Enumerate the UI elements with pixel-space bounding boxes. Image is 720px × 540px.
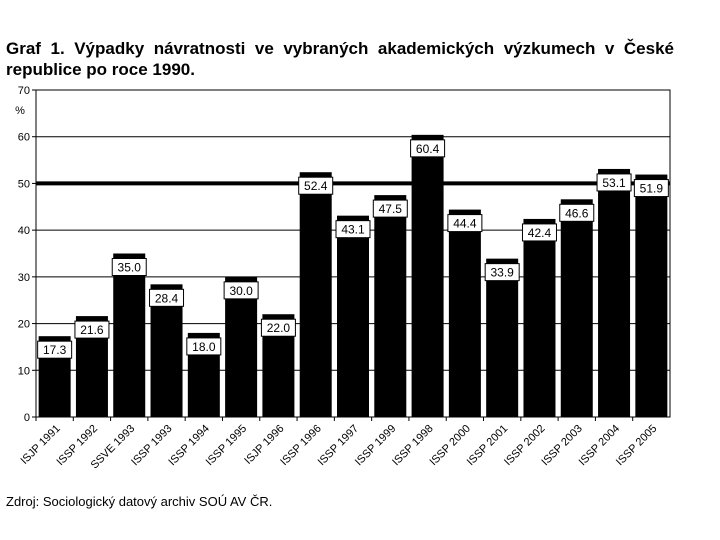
bar xyxy=(374,195,407,417)
data-label-text: 17.3 xyxy=(43,343,67,357)
bar xyxy=(113,253,146,417)
data-label-text: 28.4 xyxy=(155,291,179,305)
data-label-box xyxy=(410,139,446,158)
y-tick-label: 10 xyxy=(18,365,30,377)
y-tick-label: 30 xyxy=(18,272,30,284)
data-label: 47.5 xyxy=(372,199,408,218)
y-tick-label: 20 xyxy=(18,319,30,331)
data-label-box xyxy=(521,223,557,242)
data-label: 42.4 xyxy=(521,223,557,242)
bar xyxy=(598,168,631,417)
data-label: 22.0 xyxy=(260,318,296,337)
data-label-box xyxy=(298,176,334,195)
bar xyxy=(635,174,668,417)
y-tick-label: 40 xyxy=(18,225,30,237)
data-label-text: 47.5 xyxy=(379,202,403,216)
data-label-text: 42.4 xyxy=(528,226,552,240)
data-label-text: 18.0 xyxy=(192,340,216,354)
data-label-text: 33.9 xyxy=(490,266,514,280)
data-label-text: 46.6 xyxy=(565,206,589,220)
data-label: 28.4 xyxy=(149,288,185,307)
y-tick-label: 0 xyxy=(24,412,30,424)
axes xyxy=(35,89,671,421)
data-label-text: 30.0 xyxy=(229,284,253,298)
data-label-box xyxy=(186,337,222,356)
bar xyxy=(225,276,258,417)
bar xyxy=(448,209,481,417)
chart-title: Graf 1. Výpadky návratnosti ve vybraných… xyxy=(6,39,674,79)
data-label-text: 53.1 xyxy=(602,176,626,190)
bar xyxy=(337,215,369,417)
data-label-box xyxy=(633,179,669,198)
data-label-text: 21.6 xyxy=(80,323,104,337)
data-label: 30.0 xyxy=(223,281,259,300)
plot-area-frame xyxy=(35,89,671,418)
data-label-box xyxy=(260,318,296,337)
bar xyxy=(523,218,556,417)
bar xyxy=(486,258,519,417)
y-tick-label: 60 xyxy=(18,132,30,144)
source-note: Zdroj: Sociologický datový archiv SOÚ AV… xyxy=(6,494,273,509)
data-label: 21.6 xyxy=(74,320,110,339)
data-label: 52.4 xyxy=(298,176,334,195)
y-tick-label: 50 xyxy=(18,178,30,190)
y-axis-label: % xyxy=(15,105,25,117)
data-label-text: 43.1 xyxy=(341,223,365,237)
x-tick-label: ISSP 2005 xyxy=(614,423,660,469)
data-label-box xyxy=(559,203,595,222)
data-label-box xyxy=(74,320,110,339)
data-label-text: 51.9 xyxy=(640,182,664,196)
y-tick-label: 70 xyxy=(18,85,30,97)
data-label: 33.9 xyxy=(484,263,520,282)
data-label-text: 35.0 xyxy=(118,261,142,275)
data-label-box xyxy=(223,281,259,300)
data-label-box xyxy=(335,220,371,239)
data-label-text: 44.4 xyxy=(453,217,477,231)
data-label: 46.6 xyxy=(559,203,595,222)
data-label-box xyxy=(372,199,408,218)
data-label-box xyxy=(37,340,73,359)
data-labels: 17.3 21.6 35.0 28.4 18.0 30.0 22.0 52.4 43.1 47.5… xyxy=(37,139,669,359)
data-label-box xyxy=(484,263,520,282)
x-tick-label: ISSP 1995 xyxy=(204,423,250,469)
data-label-text: 52.4 xyxy=(304,179,328,193)
data-label-box xyxy=(149,288,185,307)
bar xyxy=(411,134,444,418)
data-label-text: 60.4 xyxy=(416,142,440,156)
data-label: 43.1 xyxy=(335,220,371,239)
data-label-box xyxy=(596,173,632,192)
data-label: 18.0 xyxy=(186,337,222,356)
data-label: 35.0 xyxy=(111,258,147,276)
data-label: 60.4 xyxy=(410,139,446,158)
data-label: 53.1 xyxy=(596,173,632,192)
data-label: 51.9 xyxy=(633,179,669,198)
bar xyxy=(560,199,593,417)
bars xyxy=(38,134,668,418)
data-label: 17.3 xyxy=(37,340,73,359)
data-label-box xyxy=(111,258,147,276)
y-tick-labels: 0 10 20 30 40 50 60 70 xyxy=(18,85,30,424)
data-label: 44.4 xyxy=(447,214,483,233)
data-label-text: 22.0 xyxy=(267,321,291,335)
bar xyxy=(299,172,332,417)
data-label-box xyxy=(447,214,483,233)
